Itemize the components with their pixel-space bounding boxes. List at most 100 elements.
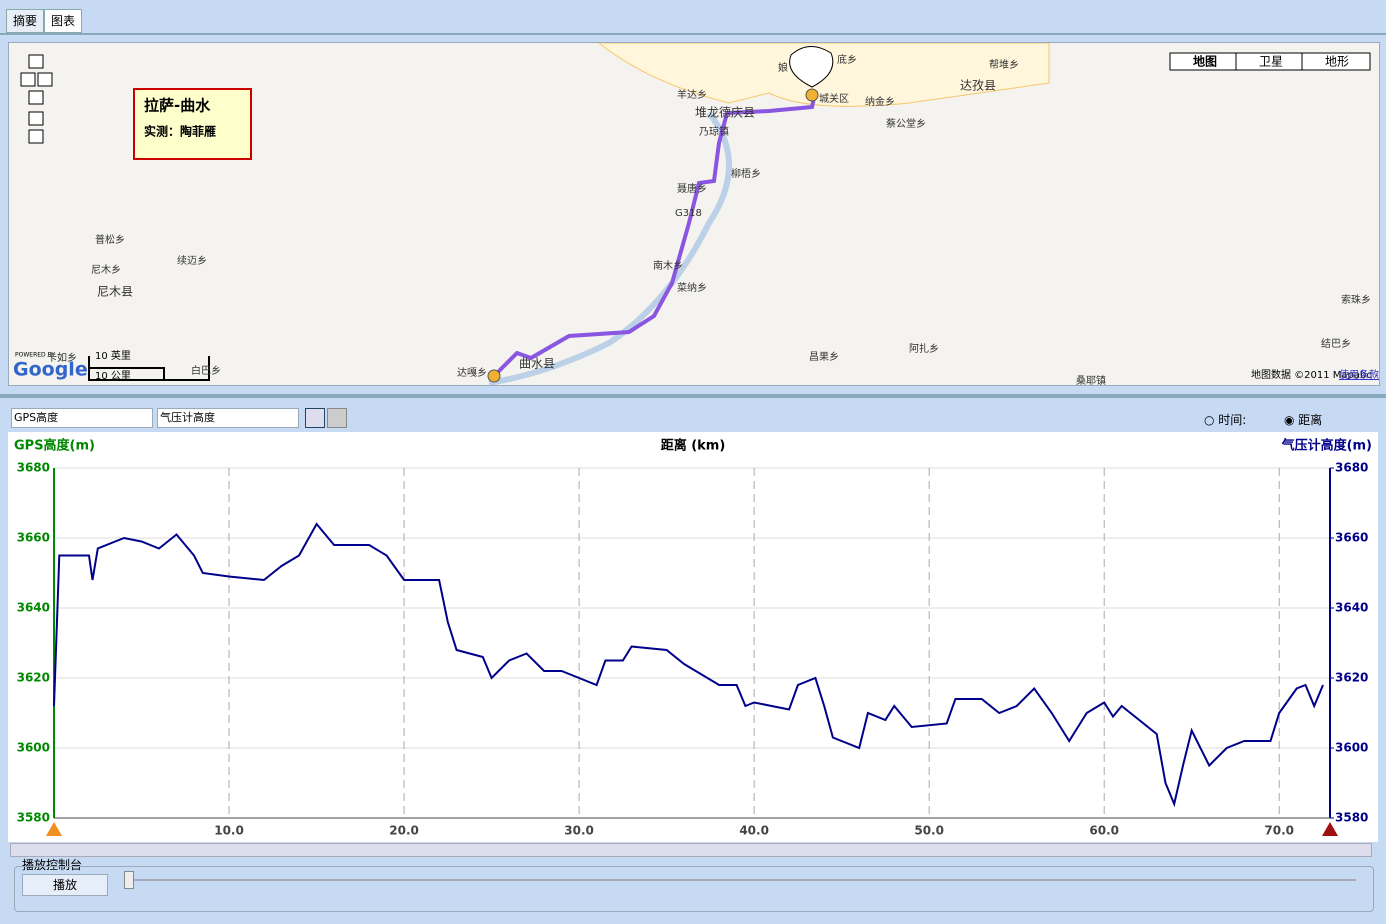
- playback-panel: [14, 866, 1374, 912]
- tab[interactable]: 摘要: [6, 9, 45, 33]
- info-sub: 实测：陶菲雁: [144, 124, 216, 139]
- map-label: 达嘎乡: [457, 367, 487, 379]
- y2-tick-label: 3620: [1335, 671, 1368, 685]
- y-tick-label: 3660: [17, 531, 50, 545]
- scale-mi: 10 英里: [95, 349, 131, 362]
- info-box: [133, 88, 252, 160]
- scrollbar[interactable]: [10, 843, 1372, 857]
- map-label: 娘: [778, 61, 788, 74]
- y2-tick-label: 3680: [1335, 461, 1368, 475]
- map-type[interactable]: 地图: [1193, 54, 1217, 69]
- map-label: 昌果乡: [809, 351, 839, 363]
- copyright: 地图数据 ©2011 Mapabc -: [1251, 368, 1379, 381]
- powered: POWERED BY: [15, 352, 55, 359]
- start-flag: [46, 822, 62, 836]
- slider-thumb[interactable]: [124, 871, 134, 889]
- map-label: G318: [675, 208, 702, 219]
- map-type[interactable]: 卫星: [1259, 55, 1283, 69]
- y2-tick-label: 3660: [1335, 531, 1368, 545]
- map-label: 达孜县: [960, 79, 996, 93]
- x-tick-label: 30.0: [564, 824, 594, 838]
- nav-controls[interactable]: [20, 54, 53, 144]
- map-river: [488, 111, 732, 385]
- zoom-in[interactable]: [28, 111, 44, 126]
- map-type[interactable]: 地形: [1325, 55, 1349, 69]
- x-axis-label: 距离 (km): [661, 438, 726, 454]
- y2-axis-label: 气压计高度(m): [1282, 438, 1372, 454]
- divider: [0, 394, 1386, 398]
- x-tick-label: 40.0: [739, 824, 769, 838]
- add-button[interactable]: [305, 408, 325, 428]
- elevation-line: [53, 522, 1324, 808]
- x-tick-label: 10.0: [214, 824, 244, 838]
- select[interactable]: GPS高度: [11, 408, 153, 428]
- map-label: 蔡公堂乡: [886, 117, 926, 130]
- map-label: 羊达乡: [677, 88, 707, 101]
- y-tick-label: 3580: [17, 811, 50, 825]
- y-tick-label: 3680: [17, 461, 50, 475]
- map-label: 聂唐乡: [677, 182, 707, 195]
- y2-tick-label: 3580: [1335, 811, 1368, 825]
- pan-up[interactable]: [28, 54, 44, 69]
- map-label: 索珠乡: [1341, 293, 1371, 306]
- end-flag: [1322, 822, 1338, 836]
- map-label: 结巴乡: [1321, 337, 1351, 350]
- terms-link[interactable]: 使用条款: [1339, 368, 1379, 381]
- google-logo: Google: [13, 359, 88, 381]
- scale-bar: [88, 356, 210, 381]
- plot-area: [54, 468, 1330, 818]
- play-button[interactable]: 播放: [22, 874, 108, 896]
- pan-left[interactable]: [20, 72, 36, 87]
- playback-title: 播放控制台: [22, 858, 83, 872]
- map-label: 曲水县: [519, 357, 555, 371]
- y-tick-label: 3640: [17, 601, 50, 615]
- map-label: 城关区: [819, 92, 849, 105]
- map-label: 乃琼镇: [699, 125, 729, 138]
- map-label: 帮堆乡: [989, 59, 1019, 71]
- map-label: 普松乡: [95, 233, 125, 246]
- info-title: 拉萨-曲水: [144, 97, 211, 115]
- y2-tick-label: 3600: [1335, 741, 1368, 755]
- y-tick-label: 3600: [17, 741, 50, 755]
- map-label: 纳金乡: [865, 95, 895, 108]
- scale-km: 10 公里: [95, 370, 131, 382]
- map-type-bar: [1169, 52, 1371, 71]
- zoom-out[interactable]: [28, 129, 44, 144]
- chart: GPS高度(m) 距离 (km) 气压计高度(m) 3580 3600 3620 3640 3…: [8, 432, 1378, 842]
- pin: [789, 46, 834, 88]
- tab[interactable]: 图表: [44, 9, 83, 33]
- map: 拉萨-曲水 实测：陶菲雁 POWERED BY Google 10 英里 10 …: [8, 42, 1380, 386]
- x-tick-label: 20.0: [389, 824, 419, 838]
- map-label: 桑耶镇: [1076, 374, 1106, 386]
- map-label: 南木乡: [653, 259, 683, 272]
- map-label: 柳梧乡: [731, 167, 761, 180]
- map-label: 续迈乡: [177, 254, 207, 267]
- y-tick-label: 3620: [17, 671, 50, 685]
- map-label: 堆龙德庆县: [695, 105, 755, 120]
- slider-track: [130, 879, 1356, 881]
- map-label: 尼木县: [97, 285, 133, 299]
- x-tick-label: 50.0: [914, 824, 944, 838]
- select[interactable]: 气压计高度: [157, 408, 299, 428]
- x-tick-label: 70.0: [1264, 824, 1294, 838]
- pan-down[interactable]: [28, 90, 44, 105]
- map-label: 尼木乡: [91, 264, 121, 276]
- start-marker: [487, 369, 501, 383]
- map-label: 白巴乡: [191, 364, 221, 377]
- map-label: 阿扎乡: [909, 342, 939, 355]
- route: [492, 92, 817, 378]
- pan-right[interactable]: [37, 72, 53, 87]
- divider: [0, 33, 1386, 35]
- radio-label: 时间:: [1218, 413, 1247, 427]
- y-axis-label: GPS高度(m): [14, 438, 95, 454]
- radio[interactable]: ○ 时间:: [1204, 413, 1247, 427]
- x-tick-label: 60.0: [1089, 824, 1119, 838]
- radio[interactable]: ◉ 距离: [1284, 413, 1323, 427]
- end-marker: [805, 88, 819, 102]
- y2-tick-label: 3640: [1335, 601, 1368, 615]
- map-label: 底乡: [837, 53, 857, 66]
- remove-button[interactable]: [327, 408, 347, 428]
- map-label: 菜纳乡: [677, 281, 707, 294]
- map-label: 卡如乡: [47, 351, 77, 364]
